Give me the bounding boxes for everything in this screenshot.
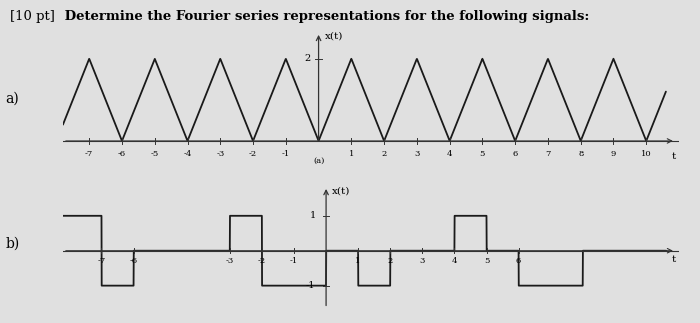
Text: -7: -7 bbox=[97, 257, 106, 265]
Text: a): a) bbox=[6, 91, 20, 106]
Text: 2: 2 bbox=[304, 54, 310, 63]
Text: 4: 4 bbox=[452, 257, 457, 265]
Text: -6: -6 bbox=[130, 257, 138, 265]
Text: -6: -6 bbox=[118, 150, 126, 158]
Text: -1: -1 bbox=[305, 281, 315, 290]
Text: -1: -1 bbox=[281, 150, 290, 158]
Text: (a): (a) bbox=[313, 157, 324, 164]
Text: 9: 9 bbox=[611, 150, 616, 158]
Text: 3: 3 bbox=[414, 150, 419, 158]
Text: 5: 5 bbox=[484, 257, 489, 265]
Text: Determine the Fourier series representations for the following signals:: Determine the Fourier series representat… bbox=[60, 10, 589, 23]
Text: b): b) bbox=[6, 237, 20, 251]
Text: 6: 6 bbox=[512, 150, 518, 158]
Text: 6: 6 bbox=[516, 257, 522, 265]
Text: 1: 1 bbox=[310, 211, 316, 220]
Text: -4: -4 bbox=[183, 150, 192, 158]
Text: t: t bbox=[672, 255, 676, 264]
Text: 1: 1 bbox=[349, 150, 354, 158]
Text: x(t): x(t) bbox=[325, 32, 343, 41]
Text: -3: -3 bbox=[216, 150, 225, 158]
Text: 8: 8 bbox=[578, 150, 583, 158]
Text: -7: -7 bbox=[85, 150, 93, 158]
Text: 5: 5 bbox=[480, 150, 485, 158]
Text: 3: 3 bbox=[419, 257, 425, 265]
Text: 10: 10 bbox=[641, 150, 652, 158]
Text: -2: -2 bbox=[258, 257, 266, 265]
Text: -2: -2 bbox=[249, 150, 257, 158]
Text: 2: 2 bbox=[382, 150, 386, 158]
Text: -5: -5 bbox=[150, 150, 159, 158]
Text: 7: 7 bbox=[545, 150, 551, 158]
Text: t: t bbox=[672, 152, 676, 162]
Text: 4: 4 bbox=[447, 150, 452, 158]
Text: -3: -3 bbox=[225, 257, 234, 265]
Text: 2: 2 bbox=[388, 257, 393, 265]
Text: 1: 1 bbox=[356, 257, 361, 265]
Text: x(t): x(t) bbox=[332, 186, 350, 195]
Text: [10 pt]: [10 pt] bbox=[10, 10, 55, 23]
Text: -1: -1 bbox=[290, 257, 298, 265]
